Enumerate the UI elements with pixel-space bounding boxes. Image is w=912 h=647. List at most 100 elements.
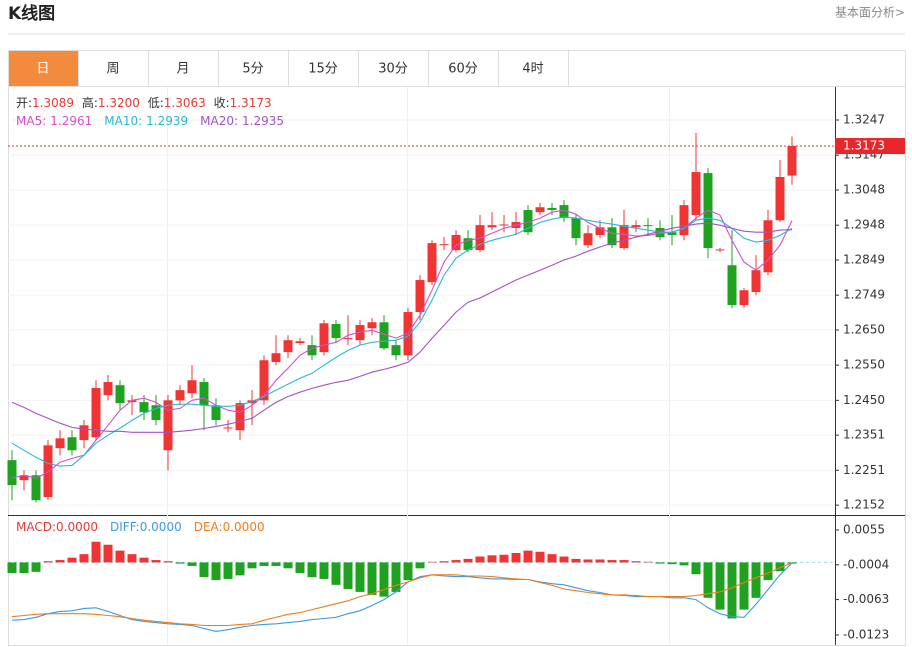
tab[interactable]: 周 <box>78 50 149 87</box>
ma-legend-value: 1.2935 <box>242 114 284 128</box>
macd-legend-name: DEA: <box>194 520 223 534</box>
macd-bar <box>259 562 269 566</box>
macd-bar <box>547 554 557 563</box>
candle-body <box>79 425 89 441</box>
macd-bar <box>163 561 173 563</box>
candle-body <box>175 390 185 401</box>
macd-bar <box>43 561 53 563</box>
candle-body <box>559 205 569 219</box>
macd-bar <box>679 562 689 566</box>
candle-body <box>427 243 437 283</box>
ma-legend-name: MA10: <box>104 114 142 128</box>
candle-body <box>331 324 341 339</box>
candle-body <box>739 290 749 306</box>
macd-bar <box>235 562 245 576</box>
tab[interactable]: 月 <box>148 50 219 87</box>
y-tick-label: 1.2351 <box>843 428 885 442</box>
candle-body <box>451 235 461 251</box>
tab-label: 60分 <box>448 62 478 77</box>
y-tick-label: 1.2251 <box>843 463 885 477</box>
quote-label: 开: <box>16 96 32 110</box>
macd-bar <box>607 560 617 563</box>
tab[interactable]: 5分 <box>218 50 289 87</box>
candle-body <box>67 437 77 451</box>
y-tick-label: 1.2650 <box>843 322 885 336</box>
macd-bar <box>319 562 329 579</box>
y-tick-label: 1.2550 <box>843 358 885 372</box>
macd-bar <box>271 562 281 566</box>
candle-body <box>643 225 653 227</box>
tab-bg <box>78 50 149 87</box>
macd-bar <box>331 562 341 585</box>
macd-bar <box>343 562 353 589</box>
tab[interactable]: 60分 <box>428 50 499 87</box>
price-tag <box>835 138 905 155</box>
macd-legend-value: 0.0000 <box>56 520 98 534</box>
candle-body <box>19 475 29 481</box>
candle-body <box>439 244 449 246</box>
macd-bar <box>595 559 605 563</box>
macd-bar <box>151 560 161 563</box>
candle-body <box>715 249 725 251</box>
tab-label: 15分 <box>308 62 338 77</box>
macd-legend-value: 0.0000 <box>140 520 182 534</box>
macd-bar <box>199 562 209 578</box>
tab[interactable]: 30分 <box>358 50 429 87</box>
y-tick-label: 1.2152 <box>843 498 885 512</box>
quote-label: 低: <box>148 96 164 110</box>
macd-bar <box>79 554 89 563</box>
macd-bar <box>295 562 305 574</box>
header-title: K线图 <box>8 3 55 24</box>
macd-bar <box>391 562 401 592</box>
ma-line <box>11 222 793 433</box>
y-tick-label: 1.2849 <box>843 252 885 266</box>
y-tick-label: 0.0055 <box>843 522 885 536</box>
quote-value: 1.3063 <box>164 96 206 110</box>
macd-bar <box>91 541 101 563</box>
macd-bar <box>211 562 221 581</box>
macd-bar <box>283 562 293 569</box>
candle-body <box>295 341 305 344</box>
macd-bar <box>559 556 569 563</box>
macd-bar <box>415 562 425 569</box>
macd-line <box>11 562 793 627</box>
candle-body <box>151 405 161 421</box>
macd-bar <box>103 544 113 563</box>
candle-body <box>487 225 497 228</box>
tab-bg <box>288 50 359 87</box>
quote-row: 开:1.3089 高:1.3200 低:1.3063 收:1.3173 <box>16 95 272 110</box>
candle-body <box>775 176 785 221</box>
tab-bg <box>218 50 289 87</box>
y-tick-label: -0.0004 <box>843 557 889 571</box>
macd-bar <box>175 562 185 564</box>
candle-body <box>631 225 641 228</box>
tab[interactable]: 15分 <box>288 50 359 87</box>
macd-bar <box>463 558 473 563</box>
tab-bg <box>498 50 569 87</box>
ma-legend-name: MA20: <box>200 114 238 128</box>
macd-bar <box>715 562 725 610</box>
candle-body <box>139 402 149 413</box>
macd-legend-name: MACD: <box>16 520 56 534</box>
macd-bar <box>67 557 77 563</box>
candle-body <box>199 382 209 406</box>
tab[interactable]: 4时 <box>498 50 569 87</box>
candle-body <box>751 270 761 293</box>
macd-bar <box>703 562 713 598</box>
tab[interactable]: 日 <box>8 50 79 87</box>
macd-bar <box>619 560 629 563</box>
candle-body <box>499 224 509 226</box>
tab-label: 周 <box>106 62 119 77</box>
tab-label: 日 <box>36 62 49 77</box>
macd-bar <box>655 562 665 564</box>
macd-bar <box>751 562 761 598</box>
y-tick-label: 1.2948 <box>843 218 885 232</box>
y-tick-label: -0.0063 <box>843 592 889 606</box>
macd-line <box>11 562 793 632</box>
candle-body <box>235 403 245 431</box>
header-link[interactable]: 基本面分析> <box>835 6 905 20</box>
macd-legend-name: DIFF: <box>110 520 140 534</box>
candle-body <box>691 172 701 215</box>
macd-bar <box>367 562 377 595</box>
